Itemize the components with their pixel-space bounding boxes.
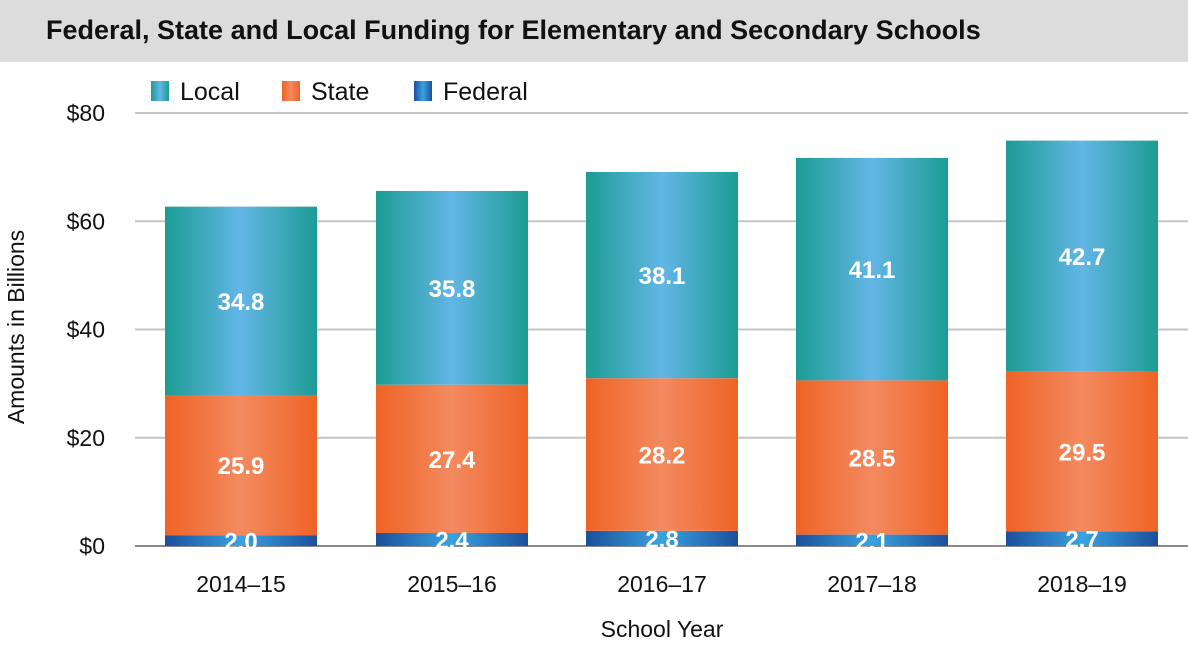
x-tick-label: 2016–17	[617, 571, 707, 597]
data-label-state: 27.4	[429, 447, 476, 474]
bar-state	[796, 380, 948, 535]
data-label-local: 42.7	[1059, 244, 1106, 271]
data-label-local: 38.1	[639, 263, 686, 290]
y-tick-label: $20	[67, 425, 105, 451]
bar-state	[165, 394, 317, 536]
bar-local	[796, 157, 948, 381]
data-label-local: 41.1	[849, 257, 896, 284]
chart-title: Federal, State and Local Funding for Ele…	[46, 15, 981, 45]
x-tick-label: 2018–19	[1037, 571, 1127, 597]
x-tick-label: 2014–15	[196, 571, 286, 597]
data-label-state: 28.2	[639, 443, 686, 470]
y-tick-label: $60	[67, 208, 105, 234]
data-label-federal: 2.7	[1065, 527, 1098, 554]
bar-local	[165, 206, 317, 395]
data-label-state: 25.9	[218, 453, 265, 480]
legend-swatch-local	[151, 81, 169, 101]
legend-label-state: State	[311, 78, 369, 106]
bar-federal	[165, 535, 317, 546]
title-bar: Federal, State and Local Funding for Ele…	[0, 0, 1188, 62]
legend-swatch-federal	[414, 81, 432, 101]
data-label-local: 35.8	[429, 276, 476, 303]
bar-local	[1006, 140, 1158, 372]
data-label-federal: 2.8	[645, 526, 678, 553]
x-axis-label: School Year	[601, 616, 724, 642]
bar-state	[376, 384, 528, 534]
legend-label-local: Local	[180, 78, 240, 106]
bar-state	[586, 378, 738, 531]
data-label-local: 34.8	[218, 289, 265, 316]
legend-swatch-state	[282, 81, 300, 101]
bar-federal	[376, 533, 528, 546]
x-tick-label: 2017–18	[827, 571, 917, 597]
data-label-federal: 2.1	[855, 528, 888, 555]
legend-label-federal: Federal	[443, 78, 528, 106]
bar-local	[586, 171, 738, 379]
bar-local	[376, 190, 528, 385]
x-tick-label: 2015–16	[407, 571, 497, 597]
bar-federal	[586, 530, 738, 546]
data-label-federal: 2.4	[435, 528, 469, 555]
y-tick-label: $0	[79, 533, 105, 559]
y-axis-label: Amounts in Billions	[3, 230, 29, 424]
y-tick-label: $40	[67, 317, 105, 343]
bar-federal	[796, 534, 948, 546]
data-label-federal: 2.0	[224, 529, 257, 556]
bar-state	[1006, 371, 1158, 532]
data-label-state: 28.5	[849, 446, 896, 473]
bar-federal	[1006, 531, 1158, 546]
y-tick-label: $80	[67, 100, 105, 126]
data-label-state: 29.5	[1059, 440, 1106, 467]
